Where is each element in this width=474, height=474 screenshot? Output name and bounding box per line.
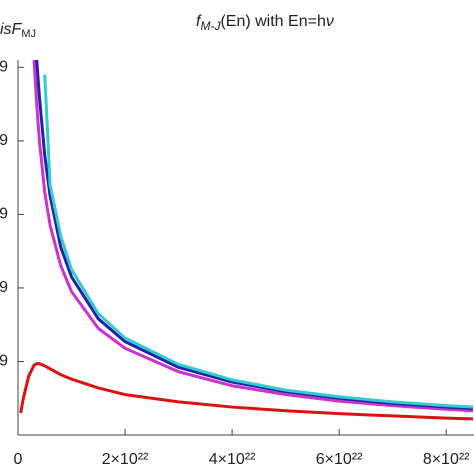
series-line [19, 362, 473, 421]
chart-title: fM-J(En) with En=hν [196, 13, 334, 33]
y-label-sub: MJ [21, 28, 36, 40]
y-label-main: isF [0, 21, 23, 38]
title-part: M-J [200, 19, 221, 33]
x-tick-label: 6×10²² [316, 451, 363, 468]
y-tick-label: 9 [0, 132, 8, 149]
y-axis-label: isFMJ [0, 21, 36, 40]
y-tick-label: 9 [0, 206, 8, 223]
title-part: (En) with En=h [220, 13, 325, 30]
title-part: ν [326, 13, 334, 30]
x-tick-label: 8×10²² [423, 451, 470, 468]
title-part: f [196, 13, 202, 30]
y-tick-label: 9 [0, 59, 8, 76]
y-tick-label: 9 [0, 353, 8, 370]
series-line [43, 74, 474, 409]
x-tick-label: 0 [14, 451, 23, 468]
series-line [32, 59, 474, 413]
y-tick-label: 9 [0, 279, 8, 296]
x-tick-label: 4×10²² [209, 451, 256, 468]
x-tick-label: 2×10²² [102, 451, 149, 468]
series-line [35, 59, 474, 411]
